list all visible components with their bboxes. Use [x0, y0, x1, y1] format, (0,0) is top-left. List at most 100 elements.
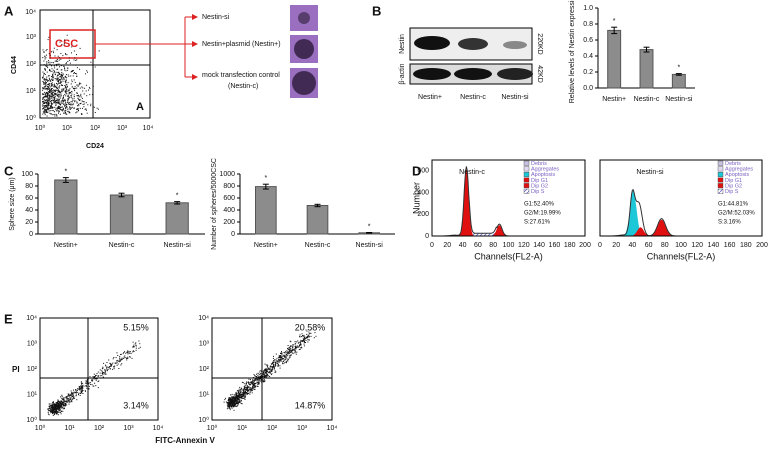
event-dot: [58, 94, 59, 96]
event-dot: [248, 386, 250, 388]
event-dot: [57, 106, 59, 108]
event-dot: [49, 57, 51, 59]
event-dot: [73, 398, 75, 399]
event-dot: [126, 359, 128, 361]
event-dot: [295, 347, 297, 348]
event-dot: [251, 387, 253, 389]
event-dot: [252, 382, 254, 383]
y-tick-label: 0: [231, 231, 235, 238]
event-dot: [63, 88, 65, 90]
event-dot: [99, 369, 101, 371]
event-dot: [73, 72, 75, 73]
event-dot: [68, 93, 70, 95]
legend-swatch: [717, 183, 724, 189]
event-dot: [233, 397, 234, 399]
event-dot: [268, 369, 270, 371]
event-dot: [58, 100, 60, 102]
event-dot: [65, 87, 67, 89]
event-dot: [240, 393, 242, 395]
event-dot: [280, 358, 282, 360]
event-dot: [54, 67, 56, 69]
event-dot: [101, 368, 103, 370]
event-dot: [52, 414, 54, 416]
event-dot: [86, 112, 88, 114]
event-dot: [236, 405, 238, 407]
event-dot: [285, 356, 287, 358]
event-dot: [252, 386, 254, 388]
event-dot: [61, 91, 63, 93]
event-dot: [287, 347, 288, 349]
event-dot: [244, 392, 246, 394]
event-dot: [102, 366, 104, 368]
event-dot: [81, 100, 83, 102]
event-dot: [237, 405, 239, 407]
event-dot: [245, 388, 247, 390]
event-dot: [256, 385, 258, 387]
event-dot: [82, 393, 84, 394]
event-dot: [236, 397, 238, 399]
event-dot: [80, 93, 82, 95]
event-dot: [263, 381, 264, 383]
event-dot: [79, 386, 81, 388]
event-dot: [45, 100, 47, 102]
event-dot: [51, 409, 53, 411]
event-dot: [52, 78, 54, 80]
event-dot: [233, 396, 234, 398]
event-dot: [290, 341, 292, 343]
event-dot: [71, 106, 73, 108]
event-dot: [259, 380, 261, 382]
event-dot: [46, 93, 48, 94]
event-dot: [79, 103, 81, 104]
axis-label: PI: [12, 365, 20, 374]
event-dot: [101, 370, 103, 372]
event-dot: [58, 406, 60, 407]
tick-label: 10⁴: [25, 9, 36, 16]
event-dot: [269, 376, 271, 377]
event-dot: [51, 97, 53, 99]
event-dot: [250, 390, 252, 392]
event-dot: [60, 401, 62, 403]
event-dot: [248, 383, 250, 385]
event-dot: [56, 98, 58, 100]
event-dot: [227, 406, 229, 408]
event-dot: [55, 101, 57, 103]
event-dot: [50, 408, 52, 410]
x-tick-label: 80: [661, 242, 669, 249]
event-dot: [62, 89, 64, 91]
event-dot: [75, 389, 77, 391]
event-dot: [55, 108, 57, 110]
event-dot: [299, 336, 301, 338]
event-dot: [48, 105, 50, 107]
event-dot: [224, 399, 226, 401]
event-dot: [60, 65, 62, 67]
event-dot: [257, 382, 259, 384]
event-dot: [248, 390, 250, 392]
event-dot: [49, 83, 51, 85]
event-dot: [229, 397, 231, 399]
event-dot: [295, 343, 297, 345]
event-dot: [55, 410, 57, 412]
event-dot: [86, 380, 88, 382]
event-dot: [75, 391, 77, 393]
event-dot: [76, 92, 77, 94]
y-tick-label: 10²: [199, 366, 210, 373]
event-dot: [124, 357, 126, 359]
event-dot: [61, 75, 63, 77]
x-tick-label: 80: [489, 242, 497, 249]
event-dot: [230, 403, 232, 405]
event-dot: [57, 77, 59, 79]
event-dot: [240, 397, 242, 399]
event-dot: [88, 86, 90, 88]
event-dot: [267, 365, 269, 367]
event-dot: [73, 59, 75, 61]
event-dot: [231, 402, 233, 403]
event-dot: [298, 349, 300, 351]
event-dot: [273, 367, 275, 369]
event-dot: [52, 95, 54, 97]
event-dot: [59, 113, 61, 115]
event-dot: [47, 99, 49, 101]
event-dot: [233, 398, 235, 400]
event-dot: [54, 115, 56, 117]
event-dot: [228, 402, 230, 404]
event-dot: [56, 87, 58, 89]
